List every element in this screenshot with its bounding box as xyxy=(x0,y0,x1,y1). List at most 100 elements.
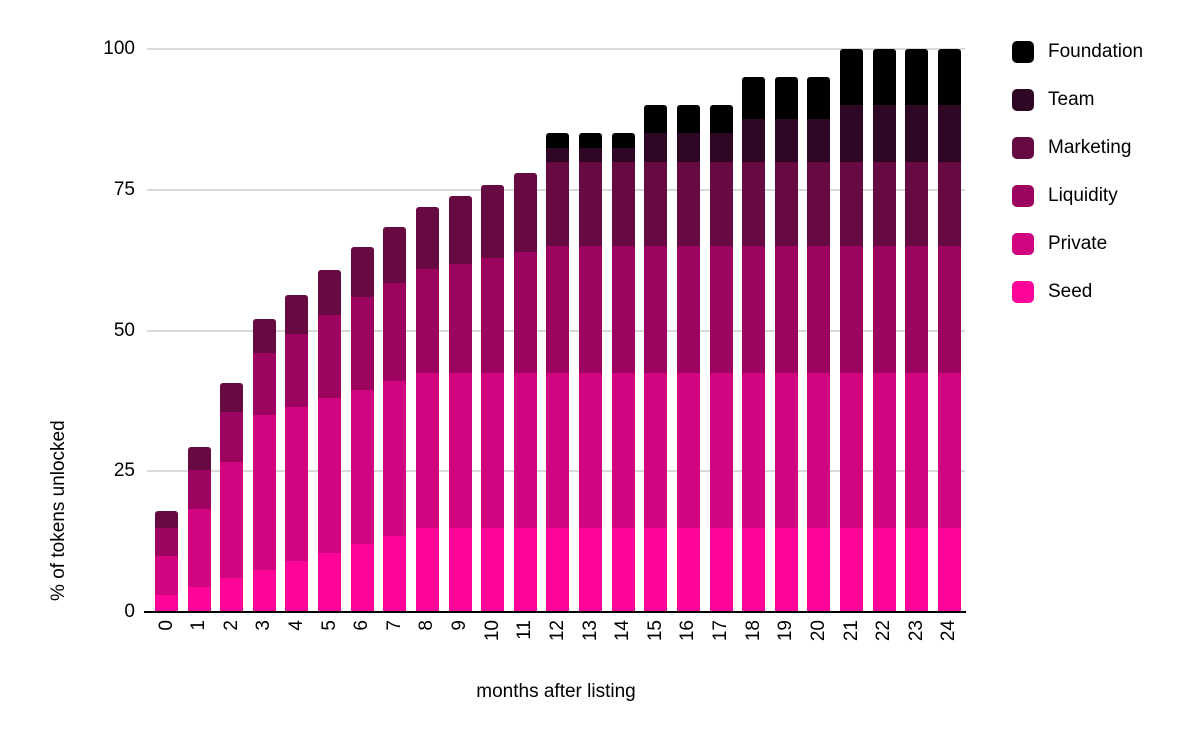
bar-segment-liquidity-month-7 xyxy=(383,283,407,382)
bar-month-11 xyxy=(513,172,537,612)
legend-label-marketing: Marketing xyxy=(1048,137,1132,158)
x-tick-label-0: 0 xyxy=(155,620,177,631)
bar-segment-liquidity-month-19 xyxy=(774,246,798,373)
bar-segment-private-month-7 xyxy=(383,381,407,536)
bar-segment-seed-month-21 xyxy=(840,527,864,612)
bar-month-22 xyxy=(872,49,896,612)
bar-segment-private-month-5 xyxy=(318,398,342,553)
x-tick-label-18: 18 xyxy=(742,620,764,642)
x-tick-label-22: 22 xyxy=(873,620,895,642)
bar-segment-private-month-11 xyxy=(513,372,537,528)
bar-segment-foundation-month-17 xyxy=(709,105,733,134)
bar-segment-marketing-month-10 xyxy=(481,184,505,258)
legend-swatch-marketing xyxy=(1012,137,1034,159)
bar-segment-liquidity-month-9 xyxy=(448,263,472,373)
bar-segment-marketing-month-7 xyxy=(383,226,407,284)
bar-segment-liquidity-month-6 xyxy=(350,297,374,390)
bar-segment-team-month-16 xyxy=(676,133,700,162)
legend-item-private: Private xyxy=(1012,233,1143,255)
bar-segment-marketing-month-0 xyxy=(155,510,178,528)
plot-area xyxy=(144,48,966,613)
bar-segment-private-month-21 xyxy=(840,372,864,528)
bar-segment-seed-month-12 xyxy=(546,527,570,612)
y-tick-label-100: 100 xyxy=(103,38,135,59)
x-tick-label-21: 21 xyxy=(840,620,862,642)
y-tick-label-75: 75 xyxy=(113,178,135,200)
bar-segment-seed-month-19 xyxy=(774,527,798,612)
bar-segment-marketing-month-20 xyxy=(807,161,831,247)
bar-segment-seed-month-4 xyxy=(285,561,309,612)
x-tick-label-15: 15 xyxy=(644,620,666,642)
bar-segment-private-month-12 xyxy=(546,372,570,528)
bar-month-18 xyxy=(742,77,766,612)
bar-segment-team-month-19 xyxy=(774,119,798,162)
bar-segment-team-month-15 xyxy=(644,133,668,162)
bar-segment-seed-month-15 xyxy=(644,527,668,612)
gridline-100 xyxy=(147,48,965,50)
y-tick-label-25: 25 xyxy=(113,460,135,482)
x-tick-label-6: 6 xyxy=(351,620,373,631)
x-tick-label-10: 10 xyxy=(481,620,503,642)
x-tick-label-12: 12 xyxy=(546,620,568,642)
x-tick-label-16: 16 xyxy=(677,620,699,642)
bar-month-1 xyxy=(187,447,211,612)
bar-segment-liquidity-month-4 xyxy=(285,333,309,407)
bar-segment-seed-month-14 xyxy=(611,527,635,612)
bar-month-17 xyxy=(709,105,733,612)
x-tick-label-4: 4 xyxy=(285,620,307,631)
bar-month-23 xyxy=(905,49,929,612)
bar-segment-foundation-month-18 xyxy=(742,77,766,120)
legend-swatch-foundation xyxy=(1012,41,1034,63)
bar-segment-private-month-17 xyxy=(709,372,733,528)
bar-segment-liquidity-month-13 xyxy=(579,246,603,373)
bar-segment-marketing-month-15 xyxy=(644,161,668,247)
bar-segment-private-month-22 xyxy=(872,372,896,528)
bar-month-12 xyxy=(546,133,570,612)
bar-segment-liquidity-month-23 xyxy=(905,246,929,373)
x-tick-label-23: 23 xyxy=(905,620,927,642)
bar-segment-team-month-14 xyxy=(611,147,635,162)
bar-segment-private-month-14 xyxy=(611,372,635,528)
x-tick-label-8: 8 xyxy=(416,620,438,631)
bar-month-19 xyxy=(774,77,798,612)
legend-label-foundation: Foundation xyxy=(1048,41,1144,62)
legend-item-marketing: Marketing xyxy=(1012,137,1143,159)
bar-segment-liquidity-month-2 xyxy=(220,411,244,463)
bar-month-3 xyxy=(252,319,276,612)
bar-segment-seed-month-22 xyxy=(872,527,896,612)
bar-month-0 xyxy=(155,510,178,612)
bar-segment-private-month-15 xyxy=(644,372,668,528)
bar-segment-liquidity-month-17 xyxy=(709,246,733,373)
bar-segment-team-month-21 xyxy=(840,105,864,162)
bar-segment-marketing-month-1 xyxy=(187,447,211,470)
bar-segment-liquidity-month-14 xyxy=(611,246,635,373)
bar-segment-marketing-month-12 xyxy=(546,161,570,247)
bar-segment-marketing-month-3 xyxy=(252,319,276,353)
y-tick-label-0: 0 xyxy=(124,601,135,622)
bar-segment-liquidity-month-16 xyxy=(676,246,700,373)
bar-segment-liquidity-month-18 xyxy=(742,246,766,373)
bar-segment-seed-month-10 xyxy=(481,527,505,612)
bar-segment-marketing-month-5 xyxy=(318,269,342,315)
bar-segment-private-month-19 xyxy=(774,372,798,528)
bar-segment-marketing-month-23 xyxy=(905,161,929,247)
bar-segment-team-month-20 xyxy=(807,119,831,162)
bar-segment-team-month-24 xyxy=(937,105,961,162)
legend-item-foundation: Foundation xyxy=(1012,41,1143,63)
bar-month-21 xyxy=(840,49,864,612)
bar-month-10 xyxy=(481,184,505,612)
bar-segment-seed-month-16 xyxy=(676,527,700,612)
bar-segment-private-month-4 xyxy=(285,406,309,562)
bar-segment-foundation-month-22 xyxy=(872,49,896,106)
bar-segment-liquidity-month-5 xyxy=(318,314,342,399)
bar-segment-marketing-month-18 xyxy=(742,161,766,247)
bar-segment-seed-month-0 xyxy=(155,595,178,612)
bar-segment-team-month-23 xyxy=(905,105,929,162)
bar-month-13 xyxy=(579,133,603,612)
bar-segment-seed-month-23 xyxy=(905,527,929,612)
x-axis-title: months after listing xyxy=(476,681,636,702)
legend-label-private: Private xyxy=(1048,233,1108,254)
bar-month-2 xyxy=(220,383,244,612)
bar-segment-private-month-8 xyxy=(415,372,439,528)
bar-segment-seed-month-11 xyxy=(513,527,537,612)
